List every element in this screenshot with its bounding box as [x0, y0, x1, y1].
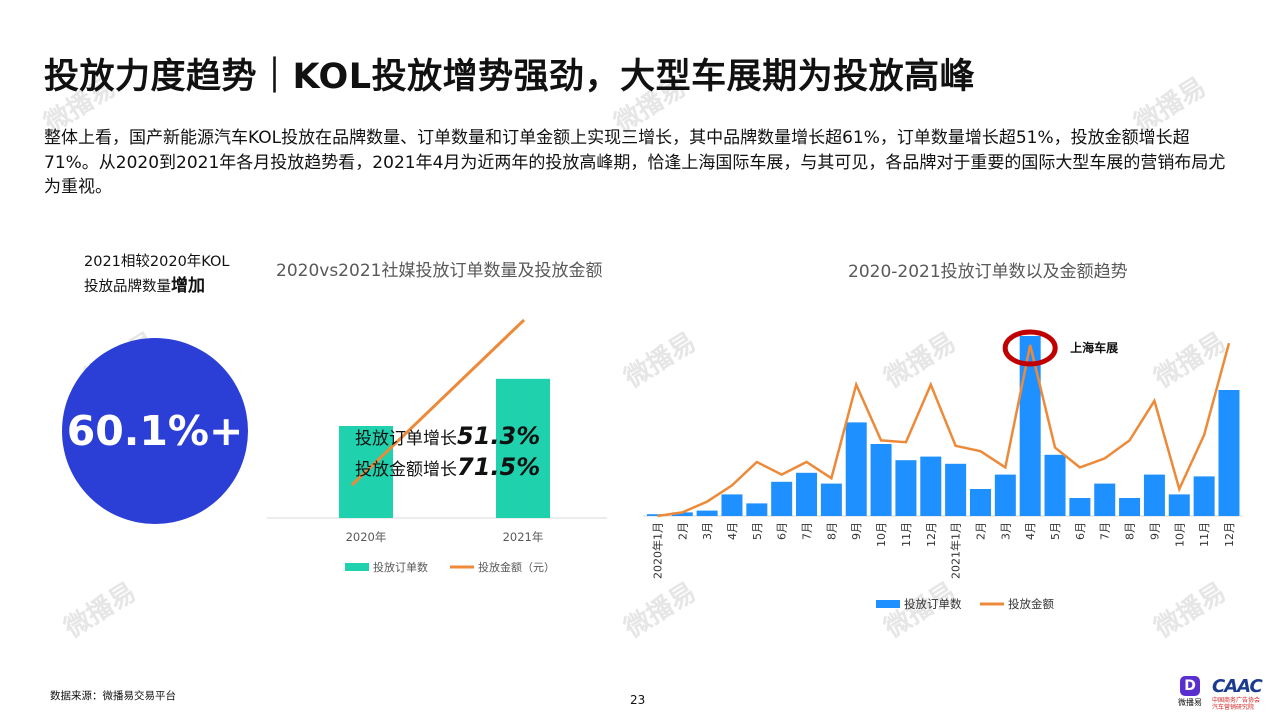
- chart1-legend-amount: 投放金额（元）: [478, 560, 555, 574]
- chart1-annotation-amount-value: 71.5%: [457, 453, 540, 481]
- chart1-title: 2020vs2021社媒投放订单数量及投放金额: [276, 261, 603, 281]
- chart2-bar: [870, 444, 892, 516]
- caac-logo-sub2: 汽车营销研究院: [1212, 704, 1255, 711]
- chart2-bar: [1094, 483, 1116, 516]
- chart2-bar: [945, 463, 967, 516]
- chart2-legend: 投放订单数 投放金额: [876, 597, 1054, 611]
- chart1-x-label: 2021年: [503, 530, 544, 544]
- caac-logo-text: CAAC: [1212, 676, 1263, 697]
- chart2-x-label: 7月: [801, 522, 814, 540]
- chart2-x-label: 12月: [925, 522, 938, 547]
- chart2-x-label: 9月: [1148, 522, 1161, 540]
- page-number: 23: [630, 693, 646, 707]
- chart2-x-label: 4月: [1024, 522, 1037, 540]
- intro-paragraph: 整体上看，国产新能源汽车KOL投放在品牌数量、订单数量和订单金额上实现三增长，其…: [44, 128, 1226, 197]
- data-source: 数据来源：微播易交易平台: [50, 690, 176, 702]
- chart2-bar: [895, 460, 917, 516]
- chart2-bar: [671, 512, 693, 516]
- chart2-bar: [1044, 454, 1066, 516]
- chart2-x-label: 5月: [1049, 522, 1062, 540]
- weiboyi-logo-icon: D: [1180, 676, 1200, 696]
- chart2-x-label: 10月: [1173, 522, 1186, 547]
- chart2-x-label: 6月: [1074, 522, 1087, 540]
- chart2-x-label: 7月: [1099, 522, 1112, 540]
- kpi-label-line1: 2021相较2020年KOL: [84, 254, 230, 270]
- chart2-x-label: 6月: [776, 522, 789, 540]
- chart2-x-label: 8月: [1124, 522, 1137, 540]
- chart2-bar: [994, 474, 1016, 516]
- chart2-bar: [1168, 494, 1190, 516]
- caac-logo: CAAC 中国商务广告协会 汽车营销研究院: [1212, 676, 1274, 711]
- kpi-label-prefix: 投放品牌数量: [84, 279, 171, 295]
- chart2-bar: [696, 510, 718, 516]
- kpi-value: 60.1%+: [66, 407, 244, 455]
- chart2-x-label: 2月: [676, 522, 689, 540]
- chart1-x-label: 2020年: [346, 530, 387, 544]
- weiboyi-logo: D 微播易: [1175, 676, 1205, 708]
- chart2-bar: [1019, 336, 1041, 516]
- chart1-annotation-amount: 投放金额增长71.5%: [355, 453, 540, 481]
- svg-text:投放金额增长71.5%: 投放金额增长71.5%: [355, 453, 540, 481]
- chart2-bar: [920, 456, 942, 516]
- chart1-annotation-orders: 投放订单增长51.3%: [355, 422, 540, 450]
- chart2-x-label: 3月: [999, 522, 1012, 540]
- weiboyi-logo-text: 微播易: [1178, 698, 1202, 707]
- chart2-bar: [845, 422, 867, 516]
- chart2-bar: [1143, 474, 1165, 516]
- chart2-title: 2020-2021投放订单数以及金额趋势: [848, 262, 1128, 282]
- chart2-bar: [1119, 498, 1141, 516]
- chart2-x-label: 4月: [726, 522, 739, 540]
- kpi-label-bold: 增加: [171, 276, 205, 296]
- kpi-label: 2021相较2020年KOL 投放品牌数量增加: [84, 250, 230, 299]
- chart2: 2020年1月 2月 3月 4月 5月 6月 7月 8月 9月 10月 11月 12月 2021年1月 2…: [643, 329, 1243, 611]
- kpi-circle: 60.1%+: [62, 338, 248, 524]
- chart2-annotation-label: 上海车展: [1070, 340, 1118, 355]
- chart1-legend-orders: 投放订单数: [373, 560, 428, 574]
- caac-logo-sub1: 中国商务广告协会: [1212, 697, 1261, 704]
- chart2-bar: [820, 483, 842, 516]
- chart2-x-label: 9月: [850, 522, 863, 540]
- chart2-x-label: 11月: [1198, 522, 1211, 547]
- chart2-bar: [969, 489, 991, 516]
- chart2-legend-swatch-orders: [876, 600, 900, 608]
- chart2-x-label: 12月: [1223, 522, 1236, 547]
- chart2-bar: [746, 503, 768, 516]
- chart2-x-label: 3月: [701, 522, 714, 540]
- chart1-line-amount: [350, 318, 526, 487]
- chart2-bar: [1193, 476, 1215, 516]
- page-title: 投放力度趋势｜KOL投放增势强劲，大型车展期为投放高峰: [44, 57, 976, 97]
- chart2-x-label: 11月: [900, 522, 913, 547]
- chart2-x-label: 2021年1月: [949, 522, 963, 579]
- chart2-bar: [721, 494, 743, 516]
- chart2-x-label: 8月: [825, 522, 838, 540]
- svg-text:投放订单增长51.3%: 投放订单增长51.3%: [355, 422, 540, 450]
- chart1-annotation-amount-prefix: 投放金额增长: [355, 460, 457, 480]
- chart2-bar: [771, 481, 793, 516]
- chart2-x-label: 10月: [875, 522, 888, 547]
- chart2-x-label: 5月: [751, 522, 764, 540]
- chart1-annotation-orders-value: 51.3%: [457, 422, 540, 450]
- watermark: 微播易: [59, 577, 142, 645]
- chart1-legend: 投放订单数 投放金额（元）: [345, 560, 555, 574]
- chart2-legend-amount: 投放金额: [1008, 597, 1054, 611]
- chart2-line-amount: [657, 342, 1231, 518]
- kpi-label-line2: 投放品牌数量增加: [84, 274, 230, 299]
- chart2-bar: [796, 472, 818, 516]
- chart2-legend-orders: 投放订单数: [904, 597, 962, 611]
- chart2-x-label: 2020年1月: [650, 522, 664, 579]
- chart2-x-label: 2月: [974, 522, 987, 540]
- chart2-bar: [1218, 390, 1240, 516]
- chart2-bar: [1069, 498, 1091, 516]
- chart1-legend-swatch-orders: [345, 563, 369, 571]
- chart1: 2020年 2021年 投放订单增长51.3% 投放金额增长71.5% 投放订单数…: [267, 318, 607, 574]
- chart1-annotation-orders-prefix: 投放订单增长: [355, 429, 457, 449]
- chart2-highlight-ring: [1002, 329, 1058, 367]
- chart1-bar: [496, 378, 550, 518]
